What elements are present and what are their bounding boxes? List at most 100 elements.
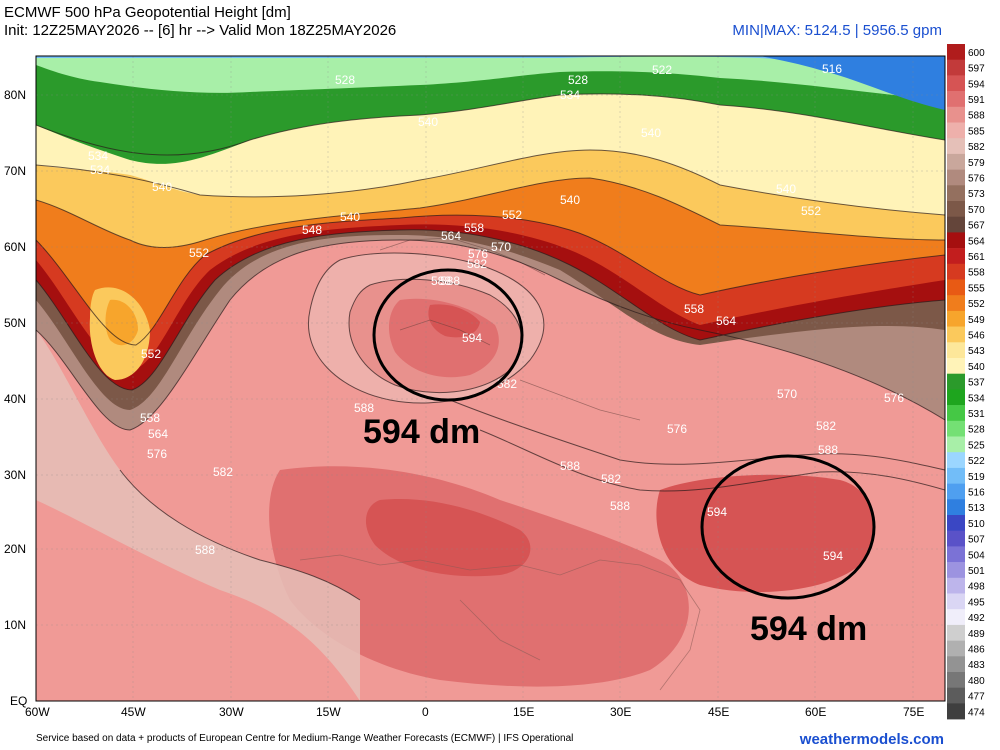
contour-label: 582: [601, 472, 621, 486]
colorbar-swatch: [947, 405, 965, 422]
graticule: [36, 56, 945, 701]
colorbar-swatch: [947, 593, 965, 610]
lat-label: EQ: [10, 694, 27, 708]
colorbar-tick-label: 489: [968, 629, 985, 640]
colorbar-tick-label: 498: [968, 582, 985, 593]
colorbar-tick-label: 564: [968, 236, 985, 247]
colorbar-tick-label: 600: [968, 48, 985, 59]
colorbar-tick-label: 597: [968, 64, 985, 75]
contour-label: 588: [560, 459, 580, 473]
contour-label: 564: [716, 314, 736, 328]
colorbar-tick-label: 555: [968, 283, 985, 294]
colorbar-swatch: [947, 562, 965, 579]
footer-credit: Service based on data + products of Euro…: [36, 733, 574, 744]
colorbar-tick-label: 570: [968, 205, 985, 216]
colorbar-swatch: [947, 106, 965, 123]
contour-label: 534: [90, 163, 110, 177]
colorbar-tick-label: 477: [968, 692, 985, 703]
colorbar-tick-label: 483: [968, 660, 985, 671]
colorbar-tick-label: 474: [968, 707, 985, 718]
lat-label: 30N: [4, 468, 26, 482]
colorbar-tick-label: 543: [968, 346, 985, 357]
colorbar-swatch: [947, 138, 965, 155]
contour-label: 540: [152, 180, 172, 194]
colorbar-swatch: [947, 342, 965, 359]
brand-link[interactable]: weathermodels.com: [799, 731, 944, 748]
colorbar-tick-label: 516: [968, 487, 985, 498]
colorbar-swatch: [947, 389, 965, 406]
lon-label: 30W: [219, 705, 244, 719]
contour-label: 576: [468, 247, 488, 261]
contour-label: 540: [418, 115, 438, 129]
contour-label-group: 528 528 522 516 534 534 540 540 540 540 …: [88, 62, 904, 563]
colorbar-swatch: [947, 499, 965, 516]
lon-label: 45E: [708, 705, 729, 719]
colorbar: 600 597 594 591 588 585 582 579 576 573 570 567 564 5…: [947, 44, 985, 720]
colorbar-swatch: [947, 310, 965, 327]
colorbar-tick-label: 528: [968, 425, 985, 436]
colorbar-tick-label: 573: [968, 189, 985, 200]
colorbar-swatch: [947, 640, 965, 657]
colorbar-tick-label: 495: [968, 597, 985, 608]
contour-label: 540: [641, 126, 661, 140]
lon-label: 75E: [903, 705, 924, 719]
north-high-circle: [372, 268, 524, 402]
contour-label: 576: [884, 391, 904, 405]
colorbar-tick-label: 561: [968, 252, 985, 263]
lat-label: 80N: [4, 88, 26, 102]
colorbar-swatch: [947, 216, 965, 233]
contour-label: 570: [491, 240, 511, 254]
colorbar-swatch: [947, 483, 965, 500]
colorbar-swatch: [947, 672, 965, 688]
contour-label: 552: [801, 204, 821, 218]
contour-label: 588: [818, 443, 838, 457]
colorbar-swatch: [947, 656, 965, 673]
colorbar-swatch: [947, 609, 965, 626]
colorbar-swatch: [947, 59, 965, 76]
colorbar-swatch: [947, 515, 965, 531]
contour-label: 582: [467, 257, 487, 271]
min-max-readout: MIN|MAX: 5124.5 | 5956.5 gpm: [732, 22, 942, 39]
map-title: ECMWF 500 hPa Geopotential Height [dm]: [4, 4, 291, 21]
contour-label: 570: [777, 387, 797, 401]
colorbar-tick-label: 504: [968, 550, 985, 561]
contour-label: 528: [335, 73, 355, 87]
colorbar-swatch: [947, 687, 965, 704]
colorbar-tick-label: 522: [968, 456, 985, 467]
contour-label: 576: [667, 422, 687, 436]
colorbar-swatch: [947, 44, 965, 60]
lat-label: 70N: [4, 164, 26, 178]
colorbar-swatch: [947, 436, 965, 453]
contour-label: 522: [652, 63, 672, 77]
colorbar-tick-label: 534: [968, 393, 985, 404]
contour-label: 594: [823, 549, 843, 563]
contour-label: 548: [302, 223, 322, 237]
colorbar-swatch: [947, 530, 965, 547]
map-subtitle: Init: 12Z25MAY2026 -- [6] hr --> Valid M…: [4, 22, 397, 39]
lat-label: 50N: [4, 316, 26, 330]
lat-label: 10N: [4, 618, 26, 632]
colorbar-swatch: [947, 295, 965, 312]
map-frame: [35, 55, 946, 702]
colorbar-tick-label: 537: [968, 378, 985, 389]
height-field: [36, 56, 945, 701]
contour-label: 540: [560, 193, 580, 207]
colorbar-tick-label: 486: [968, 644, 985, 655]
contour-label: 588: [440, 274, 460, 288]
colorbar-swatch: [947, 91, 965, 108]
contour-label: 576: [147, 447, 167, 461]
colorbar-tick-label: 594: [968, 79, 985, 90]
longitude-labels: 60W 45W 30W 15W 0 15E 30E 45E 60E 75E: [25, 705, 924, 719]
lon-label: 60W: [25, 705, 50, 719]
contour-label: 558: [464, 221, 484, 235]
colorbar-swatch: [947, 452, 965, 469]
colorbar-tick-label: 582: [968, 142, 985, 153]
colorbar-swatch: [947, 75, 965, 92]
contour-label: 582: [497, 377, 517, 391]
colorbar-tick-label: 510: [968, 519, 985, 530]
colorbar-swatch: [947, 358, 965, 374]
colorbar-swatch: [947, 624, 965, 641]
colorbar-tick-label: 546: [968, 330, 985, 341]
colorbar-tick-label: 507: [968, 535, 985, 546]
lat-label: 60N: [4, 240, 26, 254]
